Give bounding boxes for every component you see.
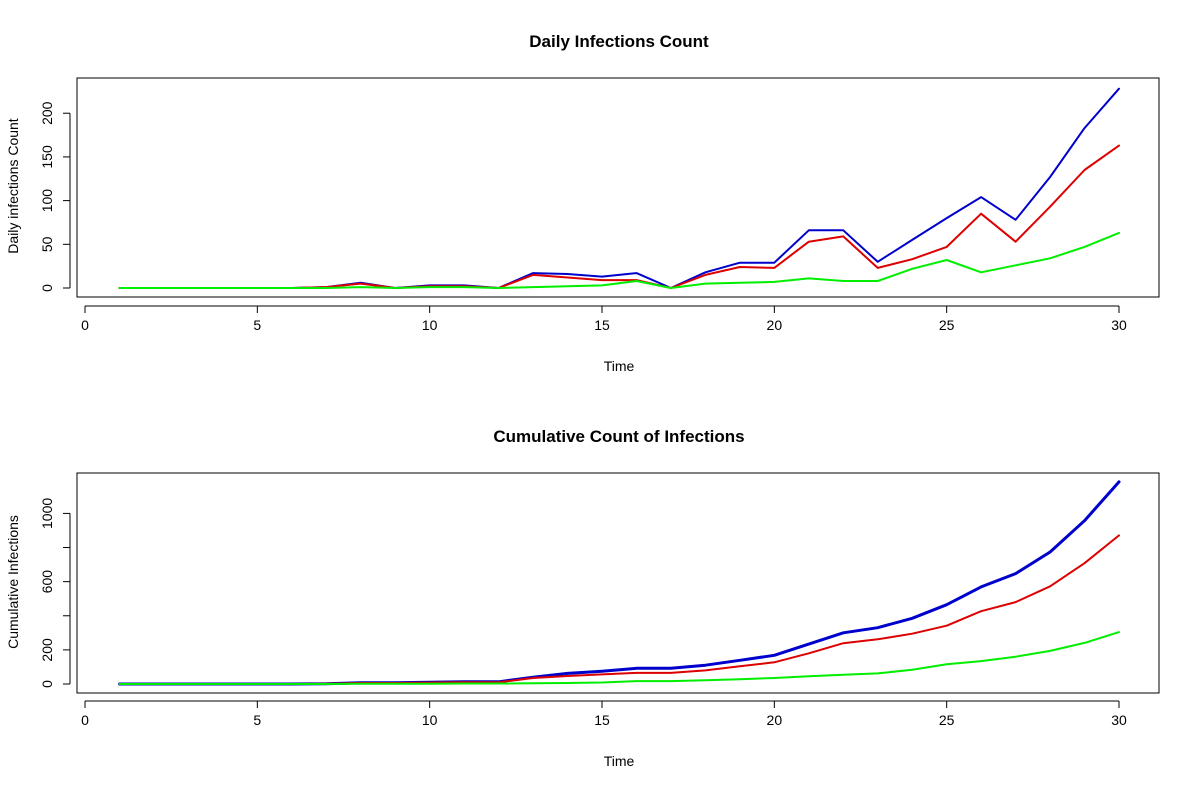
y-tick-label: 0 [39,284,55,292]
x-tick-label: 15 [594,712,610,728]
x-tick-label: 10 [422,712,438,728]
x-tick-label: 0 [81,317,89,333]
plot-frame [76,472,1160,694]
x-tick-label: 30 [1111,712,1127,728]
series-line-0 [118,87,1120,289]
series-line-2 [118,631,1120,685]
daily-infections-panel: Daily Infections Count Time Daily infect… [5,32,1160,374]
x-axis-label: Time [604,358,635,374]
y-axis-label: Cumulative Infections [5,515,21,649]
x-tick-label: 10 [422,317,438,333]
y-tick-label: 200 [39,638,55,662]
cumulative-infections-panel: Cumulative Count of Infections Time Cumu… [5,427,1160,769]
x-tick-label: 25 [939,712,955,728]
chart-title: Daily Infections Count [529,32,709,51]
y-tick-label: 150 [39,145,55,169]
x-tick-label: 30 [1111,317,1127,333]
series-line-0 [118,480,1121,686]
chart-title: Cumulative Count of Infections [493,427,744,446]
x-tick-label: 25 [939,317,955,333]
series-line-2 [118,231,1120,289]
x-tick-label: 20 [767,317,783,333]
y-tick-label: 100 [39,189,55,213]
x-tick-label: 20 [767,712,783,728]
x-tick-label: 15 [594,317,610,333]
series-line-1 [118,144,1120,289]
y-axis-label: Daily infections Count [5,118,21,254]
y-tick-label: 600 [39,570,55,594]
x-tick-label: 5 [253,712,261,728]
y-tick-label: 1000 [39,498,55,529]
plot-frame [76,77,1160,298]
x-axis-label: Time [604,753,635,769]
x-tick-label: 0 [81,712,89,728]
x-tick-label: 5 [253,317,261,333]
y-tick-label: 0 [39,680,55,688]
y-tick-label: 200 [39,101,55,125]
y-tick-label: 50 [39,236,55,252]
